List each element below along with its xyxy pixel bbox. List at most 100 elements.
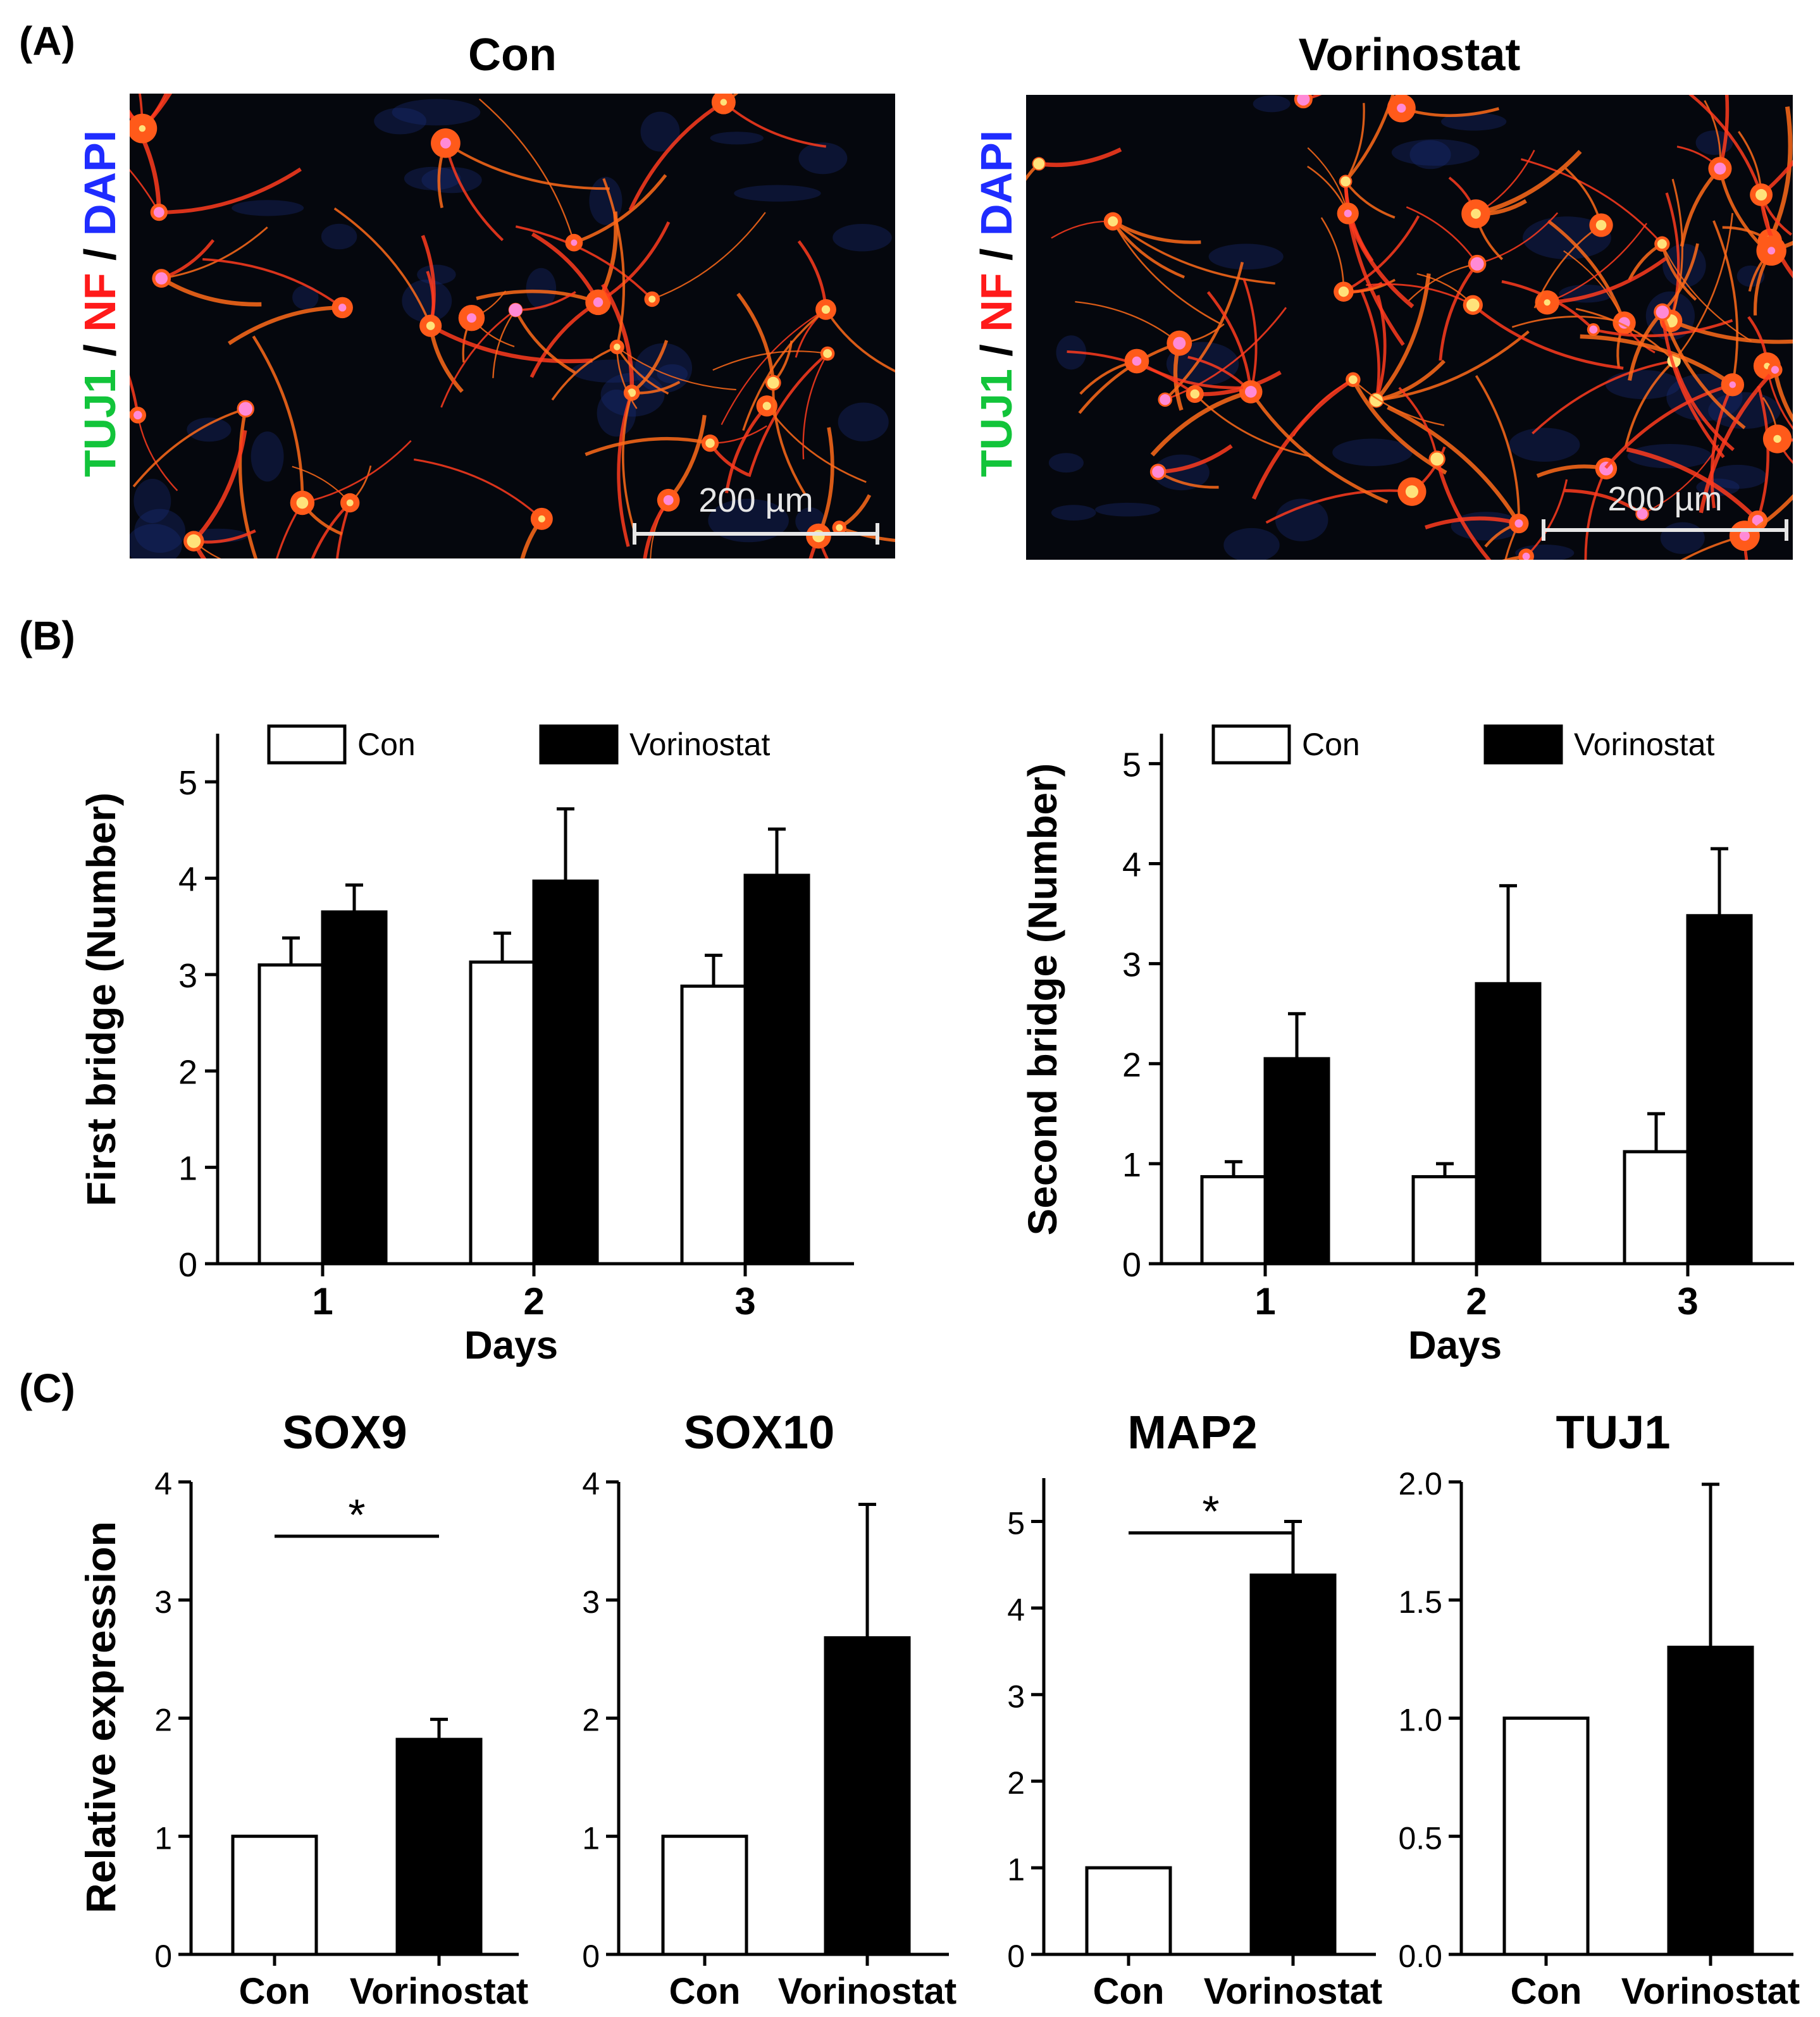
y-tick-label: 0	[154, 1939, 172, 1974]
legend-swatch-con	[267, 724, 347, 765]
bar-con-day-1	[257, 963, 325, 1266]
panel-label-b: (B)	[19, 613, 75, 658]
y-tick-label: 1	[1007, 1852, 1025, 1887]
legend-label-con: Con	[357, 727, 416, 762]
y-tick-label: 1	[178, 1150, 197, 1188]
y-tick-label: 4	[178, 861, 197, 899]
chart-title: SOX10	[684, 1406, 835, 1459]
second-bridge-chart: 0 1 2 3 4 5 1 2 3 Con Vorinostat Days Second bridge …	[1020, 724, 1794, 1367]
y-tick-label: 3	[178, 957, 197, 995]
bar-vorinostat	[824, 1636, 911, 1956]
y-tick-label: 4	[1122, 846, 1141, 884]
y-axis-label: First bridge (Number)	[78, 793, 124, 1206]
sox10-chart: 0 1 2 3 4 Con Vorinostat SOX10	[582, 1406, 956, 2012]
panel-label-a: (A)	[19, 18, 75, 64]
y-tick-label: 0	[178, 1246, 197, 1284]
x-tick-label: Vorinostat	[1621, 1971, 1800, 2012]
significance-marker: *	[1202, 1487, 1219, 1536]
bar-con	[1502, 1717, 1590, 1956]
legend-label-vorinostat: Vorinostat	[629, 727, 770, 762]
y-tick-label: 0	[1122, 1246, 1141, 1284]
x-axis-label: Days	[464, 1324, 558, 1367]
y-tick-label: 2	[582, 1703, 600, 1738]
legend-swatch-vorinostat	[1483, 724, 1563, 765]
x-tick-label: Con	[1093, 1971, 1165, 2012]
x-tick-label: Vorinostat	[350, 1971, 529, 2012]
micrograph-title-vorinostat: Vorinostat	[1298, 30, 1521, 80]
bar-con	[1085, 1866, 1172, 1956]
bar-vorinostat	[1249, 1573, 1337, 1956]
y-tick-label: 0	[1007, 1939, 1025, 1974]
y-tick-label: 4	[154, 1466, 172, 1502]
x-tick-label: 1	[312, 1280, 333, 1323]
bar-con-day-2	[1411, 1175, 1478, 1266]
x-tick-label: Vorinostat	[1204, 1971, 1383, 2012]
y-tick-label: 2	[154, 1703, 172, 1738]
micrograph-drawing	[130, 94, 895, 558]
bar-con-day-3	[1623, 1150, 1690, 1266]
micrograph-drawing	[1026, 95, 1793, 560]
x-tick-label: 2	[523, 1280, 544, 1323]
x-tick-label: 3	[1677, 1280, 1698, 1323]
tuj1-chart: 0.0 0.5 1.0 1.5 2.0 Con Vorinostat TUJ1	[1398, 1406, 1800, 2012]
y-tick-label: 4	[1007, 1592, 1025, 1627]
chart-title: TUJ1	[1556, 1406, 1671, 1459]
x-tick-label: 3	[734, 1280, 755, 1323]
chart-title: MAP2	[1127, 1406, 1258, 1459]
bar-con-day-3	[680, 984, 747, 1266]
scale-bar-label: 200 µm	[1607, 480, 1723, 518]
y-tick-label: 2	[1007, 1765, 1025, 1801]
legend-swatch-con	[1211, 724, 1291, 765]
y-tick-label: 1	[582, 1820, 600, 1856]
y-tick-label: 4	[582, 1466, 600, 1502]
y-tick-label: 2	[1122, 1046, 1141, 1084]
chart-title: SOX9	[282, 1406, 407, 1459]
x-tick-label: Con	[1511, 1971, 1582, 2012]
bar-con-day-2	[469, 960, 536, 1266]
y-tick-label: 2	[178, 1053, 197, 1091]
legend-label-vorinostat: Vorinostat	[1574, 727, 1714, 762]
bar-vorinostat-day-2	[1475, 982, 1542, 1266]
y-axis-label: Second bridge (Number)	[1020, 763, 1065, 1236]
y-tick-label: 1.5	[1398, 1584, 1442, 1620]
x-tick-label: Con	[239, 1971, 311, 2012]
map2-chart: 0 1 2 3 4 5 Con Vorinostat MAP2 *	[1007, 1406, 1382, 2012]
x-tick-label: Con	[669, 1971, 741, 2012]
y-tick-label: 5	[178, 764, 197, 802]
micrograph-image-vorinostat: 200 µm	[1026, 95, 1793, 560]
scale-bar	[633, 523, 879, 545]
scale-bar	[1542, 519, 1788, 541]
bar-con	[661, 1834, 748, 1956]
y-tick-label: 0.5	[1398, 1820, 1442, 1856]
scale-bar-label: 200 µm	[698, 481, 814, 519]
y-tick-label: 3	[582, 1584, 600, 1620]
bar-vorinostat	[1667, 1645, 1754, 1956]
y-tick-label: 0.0	[1398, 1939, 1442, 1974]
bar-vorinostat-day-3	[743, 873, 810, 1266]
y-tick-label: 3	[154, 1584, 172, 1620]
significance-marker: *	[348, 1490, 365, 1539]
y-tick-label: 1	[1122, 1146, 1141, 1184]
y-axis-label: Relative expression	[77, 1521, 124, 1913]
x-tick-label: Vorinostat	[778, 1971, 957, 2012]
legend-swatch-vorinostat	[539, 724, 619, 765]
y-tick-label: 3	[1007, 1679, 1025, 1714]
bar-vorinostat-day-3	[1686, 914, 1753, 1266]
bar-vorinostat-day-1	[1263, 1057, 1330, 1266]
sox9-chart: 0 1 2 3 4 Con Vorinostat SOX9 * Relative expressi…	[77, 1406, 528, 2012]
x-tick-label: 2	[1466, 1280, 1487, 1323]
y-tick-label: 5	[1122, 746, 1141, 784]
y-tick-label: 3	[1122, 946, 1141, 984]
bar-con	[231, 1834, 318, 1956]
bar-con-day-1	[1200, 1175, 1267, 1266]
x-tick-label: 1	[1254, 1280, 1275, 1323]
y-tick-label: 1	[154, 1820, 172, 1856]
y-tick-label: 1.0	[1398, 1703, 1442, 1738]
bar-vorinostat	[395, 1737, 483, 1956]
y-tick-label: 0	[582, 1939, 600, 1974]
first-bridge-chart: 0 1 2 3 4 5 1 2 3 Con Vorinostat Days First bridge (…	[78, 724, 854, 1367]
y-tick-label: 5	[1007, 1505, 1025, 1541]
panel-label-c: (C)	[19, 1366, 75, 1411]
bar-vorinostat-day-2	[532, 879, 599, 1266]
